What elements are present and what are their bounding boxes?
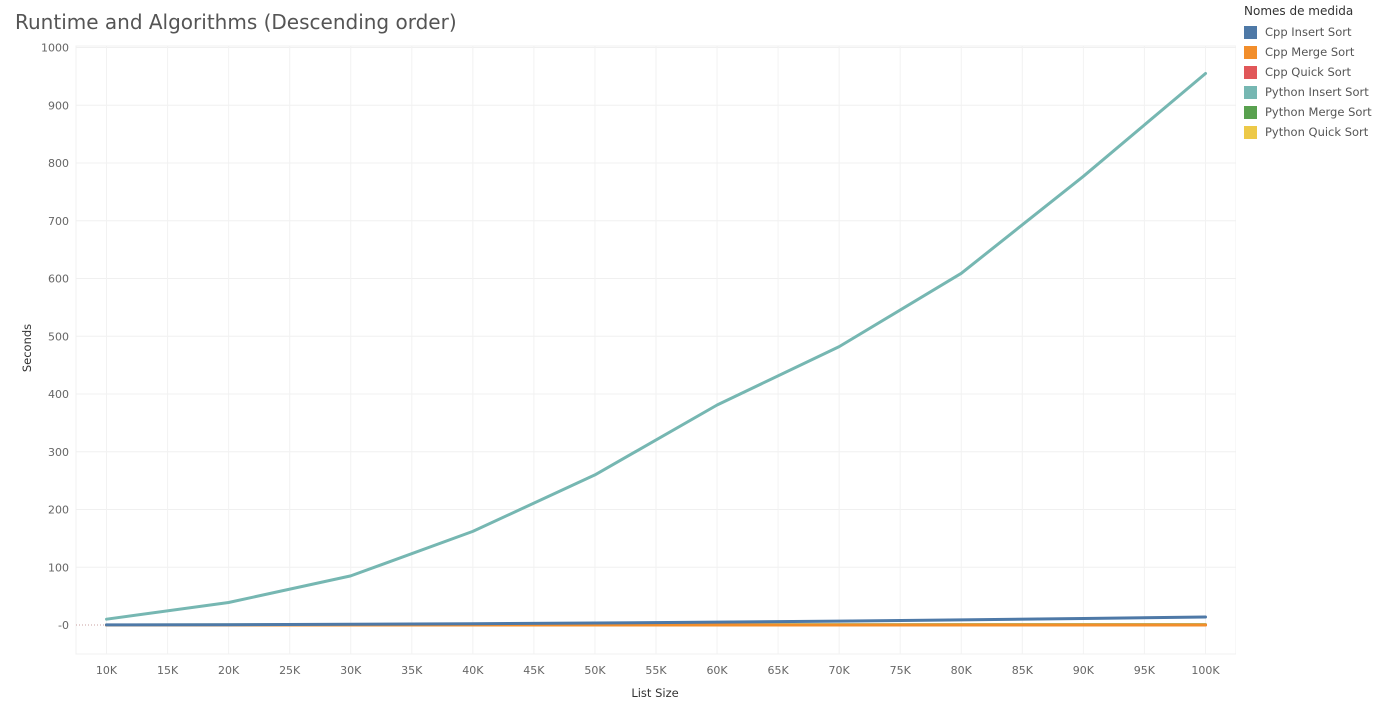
chart-title: Runtime and Algorithms (Descending order… <box>15 10 457 34</box>
line-chart: -0 100 200 300 400 500 600 700 800 900 1000 10K 15K… <box>20 42 1236 700</box>
legend-item-cpp-insert-sort[interactable]: Cpp Insert Sort <box>1244 22 1372 42</box>
legend-swatch <box>1244 105 1257 119</box>
x-tick-label: 40K <box>462 664 484 677</box>
y-tick-label: 1000 <box>41 42 69 55</box>
legend-swatch <box>1244 65 1257 79</box>
x-tick-label: 30K <box>340 664 362 677</box>
x-axis-ticks: 10K 15K 20K 25K 30K 35K 40K 45K 50K 55K 60K 65K 70K 7… <box>96 664 1220 677</box>
x-axis-label: List Size <box>631 686 678 700</box>
x-tick-label: 20K <box>218 664 240 677</box>
x-tick-label: 100K <box>1191 664 1220 677</box>
legend-title: Nomes de medida <box>1244 4 1354 18</box>
series-line-cpp-insert-sort <box>105 615 1207 627</box>
y-tick-label: 600 <box>48 273 69 286</box>
legend-swatch <box>1244 125 1257 139</box>
grid <box>75 45 1236 655</box>
x-tick-label: 60K <box>706 664 728 677</box>
series-lines <box>105 72 1207 627</box>
x-tick-label: 75K <box>890 664 912 677</box>
x-tick-label: 95K <box>1134 664 1156 677</box>
x-tick-label: 90K <box>1073 664 1095 677</box>
legend-item-python-merge-sort[interactable]: Python Merge Sort <box>1244 102 1372 122</box>
legend-item-python-quick-sort[interactable]: Python Quick Sort <box>1244 122 1372 142</box>
y-tick-label: 100 <box>48 561 69 574</box>
legend-items: Cpp Insert Sort Cpp Merge Sort Cpp Quick S… <box>1244 22 1372 142</box>
x-tick-label: 50K <box>584 664 606 677</box>
x-tick-label: 55K <box>645 664 667 677</box>
x-tick-label: 70K <box>829 664 851 677</box>
y-tick-label: 400 <box>48 388 69 401</box>
legend-label: Cpp Merge Sort <box>1265 45 1355 59</box>
y-tick-label: 200 <box>48 504 69 517</box>
x-tick-label: 35K <box>401 664 423 677</box>
legend-item-cpp-merge-sort[interactable]: Cpp Merge Sort <box>1244 42 1372 62</box>
y-axis-label: Seconds <box>20 324 34 372</box>
legend-label: Python Quick Sort <box>1265 125 1369 139</box>
legend-swatch <box>1244 85 1257 99</box>
legend-item-python-insert-sort[interactable]: Python Insert Sort <box>1244 82 1372 102</box>
y-tick-label: -0 <box>58 619 69 632</box>
legend-item-cpp-quick-sort[interactable]: Cpp Quick Sort <box>1244 62 1372 82</box>
legend: Nomes de medida Cpp Insert Sort Cpp Merge… <box>1244 4 1372 142</box>
y-tick-label: 800 <box>48 157 69 170</box>
legend-label: Python Merge Sort <box>1265 105 1372 119</box>
x-tick-label: 65K <box>767 664 789 677</box>
legend-label: Python Insert Sort <box>1265 85 1369 99</box>
y-tick-label: 300 <box>48 446 69 459</box>
legend-swatch <box>1244 25 1257 39</box>
x-tick-label: 45K <box>523 664 545 677</box>
x-tick-label: 85K <box>1012 664 1034 677</box>
y-tick-label: 900 <box>48 99 69 112</box>
x-tick-label: 15K <box>157 664 179 677</box>
legend-swatch <box>1244 45 1257 59</box>
series-line-python-insert-sort <box>105 72 1207 621</box>
legend-label: Cpp Insert Sort <box>1265 25 1352 39</box>
x-tick-label: 25K <box>279 664 301 677</box>
y-tick-label: 500 <box>48 330 69 343</box>
y-axis-ticks: -0 100 200 300 400 500 600 700 800 900 1000 <box>41 42 69 633</box>
legend-label: Cpp Quick Sort <box>1265 65 1352 79</box>
x-tick-label: 10K <box>96 664 118 677</box>
y-tick-label: 700 <box>48 215 69 228</box>
x-tick-label: 80K <box>951 664 973 677</box>
